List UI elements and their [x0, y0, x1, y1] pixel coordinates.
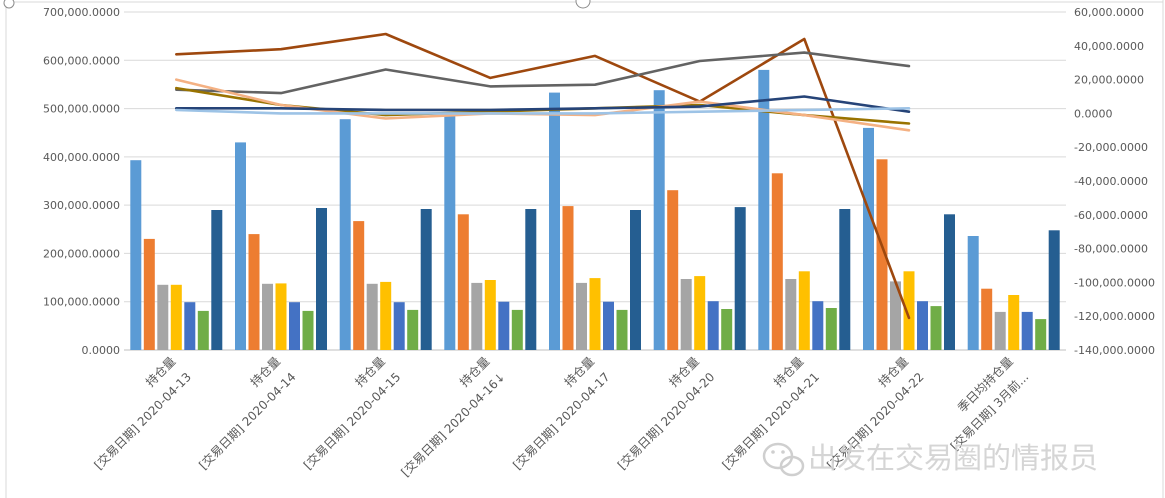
- bar-series-2-bar: [667, 190, 679, 350]
- bar-series-1-bar: [235, 142, 246, 350]
- bar-series-2-bar: [562, 206, 574, 350]
- bar-series-6-bar: [197, 310, 209, 350]
- bar-series-2-bar: [876, 159, 888, 350]
- right-axis-tick-label: 60,000.0000: [1074, 6, 1144, 19]
- bar-series-4-bar: [798, 271, 810, 350]
- right-axis-tick-label: -100,000.0000: [1074, 276, 1155, 289]
- bar-series-2-bar: [353, 221, 365, 350]
- bar-series-1-bar: [863, 127, 874, 351]
- bar-series-3-bar: [366, 283, 378, 350]
- bar-series-5-bar: [1021, 311, 1033, 350]
- left-axis-tick-label: 400,000.0000: [43, 151, 120, 164]
- bar-series-3-bar: [680, 279, 692, 350]
- bar-series-2-bar: [457, 214, 469, 350]
- bar-series-6-bar: [825, 308, 837, 350]
- bar-series-7-bar: [839, 209, 851, 350]
- right-axis-tick-label: -140,000.0000: [1074, 344, 1155, 357]
- bar-series-1-bar: [130, 160, 142, 350]
- bar-series-group: [130, 69, 1060, 351]
- bar-series-6-bar: [721, 309, 733, 350]
- bar-series-4-bar: [589, 278, 601, 350]
- bar-series-2-bar: [248, 234, 260, 350]
- left-axis-tick-label: 300,000.0000: [43, 199, 120, 212]
- right-axis-tick-label: 0.0000: [1074, 107, 1113, 120]
- bar-series-5-bar: [184, 302, 196, 350]
- bar-series-3-bar: [890, 281, 901, 350]
- bar-series-1-bar: [758, 69, 770, 351]
- bar-series-1-bar: [444, 113, 456, 351]
- bar-series-7-bar: [1048, 230, 1060, 350]
- bar-series-6-bar: [930, 306, 942, 350]
- bar-series-3-bar: [471, 282, 483, 350]
- watermark: 出发在交易圈的情报员: [762, 441, 1098, 477]
- bar-series-3-bar: [157, 284, 169, 350]
- right-axis-tick-label: -60,000.0000: [1074, 209, 1148, 222]
- wechat-icon: [762, 442, 805, 477]
- left-axis-tick-label: 500,000.0000: [43, 103, 120, 116]
- bar-series-5-bar: [498, 301, 510, 350]
- bar-series-7-bar: [316, 208, 327, 350]
- bar-series-6-bar: [1035, 319, 1047, 350]
- bar-series-4-bar: [694, 276, 706, 350]
- bar-series-5-bar: [917, 301, 928, 350]
- bar-series-3-bar: [994, 311, 1006, 350]
- right-axis-tick-label: -20,000.0000: [1074, 141, 1148, 154]
- bar-series-4-bar: [275, 283, 287, 350]
- line-series-group: [175, 32, 911, 320]
- bar-series-1-bar: [967, 236, 979, 350]
- bar-series-2-bar: [143, 238, 155, 350]
- bar-series-3-bar: [785, 279, 797, 350]
- right-axis-tick-label: 40,000.0000: [1074, 40, 1144, 53]
- bar-series-4-bar: [170, 284, 182, 350]
- bar-series-6-bar: [511, 309, 523, 350]
- bar-series-4-bar: [380, 281, 392, 350]
- bar-series-3-bar: [262, 283, 273, 350]
- left-axis-tick-label: 200,000.0000: [43, 247, 120, 260]
- bar-series-3-bar: [576, 282, 587, 350]
- resize-handle-top[interactable]: [575, 0, 591, 9]
- bar-series-6-bar: [616, 309, 628, 350]
- bar-series-2-bar: [771, 173, 783, 350]
- right-axis-tick-label: -120,000.0000: [1074, 310, 1155, 323]
- bar-series-7-bar: [525, 209, 537, 350]
- left-axis-labels: 0.0000 100,000.0000 200,000.0000 300,000.00…: [43, 6, 120, 357]
- right-axis-tick-label: 20,000.0000: [1074, 74, 1144, 87]
- bar-series-5-bar: [812, 301, 824, 350]
- left-axis-tick-label: 0.0000: [82, 344, 121, 357]
- bar-series-5-bar: [707, 301, 719, 350]
- bar-series-5-bar: [603, 301, 614, 350]
- bar-series-5-bar: [393, 302, 405, 350]
- left-axis-tick-label: 700,000.0000: [43, 6, 120, 19]
- right-axis-tick-label: -80,000.0000: [1074, 243, 1148, 256]
- bar-series-1-bar: [653, 90, 665, 350]
- bar-series-4-bar: [903, 271, 915, 350]
- bar-series-6-bar: [407, 309, 419, 350]
- bar-series-4-bar: [484, 280, 496, 350]
- bar-series-1-bar: [339, 119, 351, 350]
- left-axis-tick-label: 100,000.0000: [43, 296, 120, 309]
- bar-series-7-bar: [734, 207, 746, 350]
- watermark-text: 出发在交易圈的情报员: [808, 441, 1098, 475]
- resize-handle-left[interactable]: [3, 0, 15, 9]
- bar-series-7-bar: [630, 210, 641, 350]
- bar-series-5-bar: [289, 302, 300, 350]
- bar-series-1-bar: [549, 92, 560, 350]
- right-axis-labels: -140,000.0000 -120,000.0000 -100,000.0000 -…: [1074, 6, 1155, 357]
- line-series-5: [175, 95, 911, 113]
- left-axis-tick-label: 600,000.0000: [43, 54, 120, 67]
- bar-series-4-bar: [1008, 295, 1020, 350]
- bar-series-7-bar: [420, 209, 432, 350]
- line-series-1: [175, 32, 911, 320]
- line-series-2: [175, 51, 911, 95]
- bar-series-7-bar: [211, 210, 223, 350]
- bar-series-6-bar: [302, 310, 314, 350]
- right-axis-tick-label: -40,000.0000: [1074, 175, 1148, 188]
- bar-series-7-bar: [944, 214, 955, 350]
- line-series-6: [175, 107, 911, 115]
- bar-series-2-bar: [981, 288, 993, 350]
